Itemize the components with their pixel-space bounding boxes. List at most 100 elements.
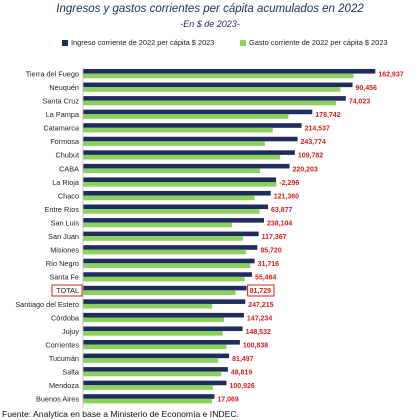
bar-income xyxy=(83,136,298,142)
category-label: Mendoza xyxy=(49,381,80,390)
category-label: La Rioja xyxy=(52,178,80,187)
total-value-highlight-box xyxy=(247,284,275,297)
category-label: San Luis xyxy=(51,218,80,227)
bar-expense xyxy=(83,290,236,295)
legend-swatch-income xyxy=(62,40,68,47)
bar-expense xyxy=(83,263,251,268)
bar-income xyxy=(83,299,246,304)
bar-income xyxy=(83,150,295,155)
category-label: Chaco xyxy=(58,191,79,200)
category-label: Chubut xyxy=(55,151,79,160)
data-label: -2,296 xyxy=(279,180,299,187)
data-label: 162,937 xyxy=(378,71,403,78)
bar-expense xyxy=(83,317,225,323)
bar-expense xyxy=(83,73,354,79)
legend-swatch-expense xyxy=(240,40,246,47)
bar-income xyxy=(83,96,346,101)
bar-expense xyxy=(83,303,213,309)
bar-income xyxy=(83,69,376,74)
category-label: Río Negro xyxy=(46,259,79,268)
bar-income xyxy=(83,326,243,332)
data-label: 121,360 xyxy=(274,193,299,200)
category-label: TOTAL xyxy=(56,286,79,295)
bar-income xyxy=(83,245,258,250)
bar-income xyxy=(83,394,215,399)
data-label: 147,234 xyxy=(247,315,272,322)
bar-income xyxy=(83,353,230,359)
bar-expense xyxy=(83,249,246,255)
category-label: Tierra del Fuego xyxy=(26,69,79,78)
data-label: 148,532 xyxy=(246,329,271,336)
data-label: 31,716 xyxy=(258,261,280,268)
bar-income xyxy=(83,231,259,237)
bar-income xyxy=(83,340,240,345)
data-label: 109,782 xyxy=(298,153,323,160)
bar-expense xyxy=(83,127,273,133)
category-label: Entre Ríos xyxy=(45,205,80,214)
data-label: 85,720 xyxy=(260,248,282,255)
data-label: 214,537 xyxy=(305,126,330,133)
bar-income xyxy=(83,82,353,88)
bar-expense xyxy=(83,141,265,146)
bar-expense xyxy=(83,114,289,119)
data-label: 74,023 xyxy=(349,99,371,106)
bar-expense xyxy=(83,276,245,282)
category-label: Santiago del Estero xyxy=(15,300,79,309)
bar-income xyxy=(83,367,228,372)
bar-income xyxy=(83,109,313,115)
data-label: 63,877 xyxy=(271,207,293,214)
total-highlight-box xyxy=(51,284,83,297)
category-label: Formosa xyxy=(50,137,80,146)
bar-income xyxy=(83,218,265,223)
chart-title: Ingresos y gastos corrientes per cápita … xyxy=(56,3,364,15)
bar-expense xyxy=(83,344,227,350)
bar-expense xyxy=(83,182,277,187)
data-label: 238,104 xyxy=(267,220,292,227)
category-label: Neuquén xyxy=(49,83,79,92)
bar-expense xyxy=(83,222,233,228)
bar-expense xyxy=(83,195,255,201)
bar-expense xyxy=(83,87,341,92)
data-label: 220,203 xyxy=(293,166,318,173)
bar-expense xyxy=(83,154,281,160)
bar-expense xyxy=(83,100,336,106)
category-label: Santa Fe xyxy=(49,273,79,282)
bar-income xyxy=(83,123,302,128)
data-label: 243,774 xyxy=(301,139,326,146)
category-label: Córdoba xyxy=(51,313,80,322)
data-label: 100,838 xyxy=(243,342,268,349)
source-note: Fuente: Analytica en base a Ministerio d… xyxy=(2,409,239,419)
category-label: La Pampa xyxy=(46,110,80,119)
bar-income xyxy=(83,380,227,386)
category-label: Salta xyxy=(62,368,80,377)
bar-income xyxy=(83,258,255,264)
data-label: 81,729 xyxy=(250,288,272,295)
category-label: Corrientes xyxy=(45,340,79,349)
category-label: Buenos Aires xyxy=(36,395,79,404)
legend-label-expense: Gasto corriente de 2022 per cápita $ 202… xyxy=(249,38,388,47)
bar-expense xyxy=(83,331,223,336)
data-label: 117,367 xyxy=(262,234,287,241)
legend-item-expense: Gasto corriente de 2022 per cápita $ 202… xyxy=(240,38,387,47)
bar-expense xyxy=(83,168,260,174)
data-label: 178,742 xyxy=(315,112,340,119)
legend-label-income: Ingreso corriente de 2022 per cápita $ 2… xyxy=(71,38,215,47)
category-label: Santa Cruz xyxy=(42,97,79,106)
bar-income xyxy=(83,272,252,277)
data-label: 81,497 xyxy=(232,356,254,363)
bar-income xyxy=(83,312,244,318)
bar-expense xyxy=(83,398,213,404)
chart-subtitle: -En $ de 2023- xyxy=(180,19,240,29)
data-label: 247,215 xyxy=(248,302,273,309)
bar-expense xyxy=(83,385,213,390)
category-label: Catamarca xyxy=(43,124,80,133)
category-label: Tucumán xyxy=(49,354,79,363)
bar-income xyxy=(83,190,271,196)
bar-income xyxy=(83,163,290,169)
data-label: 48,819 xyxy=(231,370,253,377)
bar-expense xyxy=(83,358,219,363)
data-label: 90,456 xyxy=(356,85,378,92)
category-label: Misiones xyxy=(50,246,79,255)
category-label: San Juan xyxy=(48,232,79,241)
